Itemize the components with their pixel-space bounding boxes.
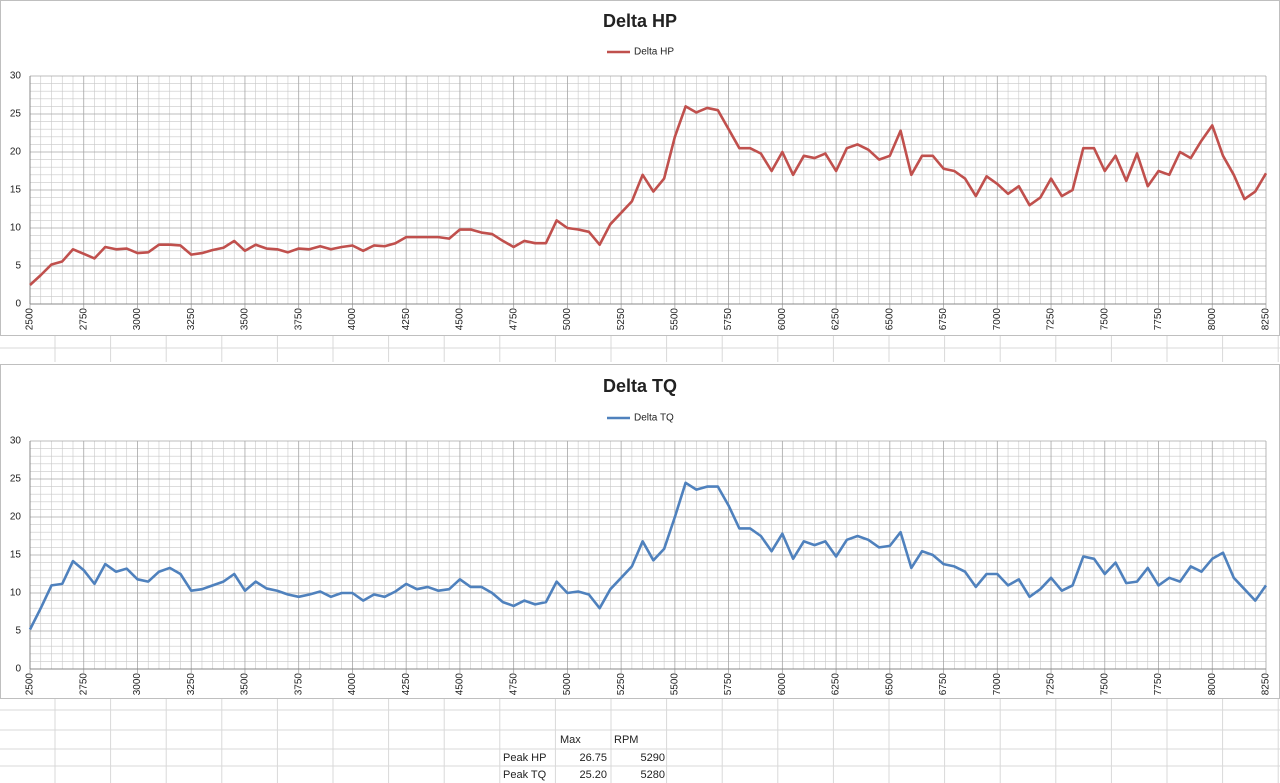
y-tick-label: 10: [10, 223, 22, 234]
x-tick-label: 4000: [347, 673, 358, 696]
x-tick-label: 7000: [992, 673, 1003, 696]
x-tick-label: 6250: [831, 673, 842, 696]
chart-title: Delta HP: [603, 11, 677, 31]
x-tick-label: 6500: [884, 673, 895, 696]
x-tick-label: 4750: [508, 308, 519, 331]
x-tick-label: 4500: [455, 673, 466, 696]
peak-table: Max RPM Peak HP 26.75 5290 Peak TQ 25.20 5280: [503, 734, 665, 781]
table-cell: Peak HP: [503, 752, 546, 764]
y-tick-label: 5: [15, 261, 21, 272]
x-tick-label: 6500: [884, 308, 895, 331]
x-tick-label: 5000: [562, 673, 573, 696]
chart-frame: [0, 0, 1280, 336]
y-tick-label: 0: [15, 299, 21, 310]
y-tick-label: 15: [10, 185, 22, 196]
x-tick-label: 4500: [455, 308, 466, 331]
x-tick-label: 5250: [616, 308, 627, 331]
y-tick-label: 5: [15, 626, 21, 637]
table-cell: 5280: [641, 769, 665, 781]
chart-title: Delta TQ: [603, 376, 677, 396]
x-tick-label: 6000: [777, 673, 788, 696]
x-tick-label: 3000: [132, 673, 143, 696]
x-tick-label: 4750: [508, 673, 519, 696]
x-tick-label: 3250: [186, 308, 197, 331]
x-tick-label: 3750: [293, 673, 304, 696]
table-cell: 5290: [641, 752, 665, 764]
table-cell: 25.20: [579, 769, 607, 781]
y-tick-label: 30: [10, 436, 22, 447]
x-tick-label: 3500: [240, 308, 251, 331]
x-tick-label: 4000: [347, 308, 358, 331]
data-line: [28, 481, 1268, 631]
x-tick-label: 5750: [723, 673, 734, 696]
x-tick-label: 8000: [1207, 308, 1218, 331]
chart: Delta HP 0 5 10 15 20 25 30 2500 2750 3000 3250 3500…: [10, 11, 1272, 331]
x-tick-label: 5750: [723, 308, 734, 331]
x-tick-label: 4250: [401, 673, 412, 696]
cell-grid: [0, 336, 1280, 783]
y-tick-label: 10: [10, 588, 22, 599]
y-tick-label: 15: [10, 550, 22, 561]
x-tick-label: 7000: [992, 308, 1003, 331]
y-tick-label: 20: [10, 512, 22, 523]
x-tick-label: 7750: [1153, 673, 1164, 696]
x-tick-label: 6750: [938, 673, 949, 696]
x-tick-label: 6000: [777, 308, 788, 331]
chart-frame: [0, 364, 1280, 699]
x-tick-label: 2500: [25, 308, 36, 331]
x-tick-label: 3000: [132, 308, 143, 331]
table-cell: Peak TQ: [503, 769, 547, 781]
table-header: RPM: [614, 734, 638, 746]
y-tick-label: 0: [15, 664, 21, 675]
x-tick-label: 7500: [1099, 673, 1110, 696]
x-tick-label: 5500: [670, 673, 681, 696]
x-tick-label: 7250: [1046, 308, 1057, 331]
data-line: [29, 105, 1268, 286]
x-tick-label: 8000: [1207, 673, 1218, 696]
y-tick-label: 25: [10, 474, 22, 485]
y-tick-label: 25: [10, 109, 22, 120]
table-header: Max: [560, 734, 581, 746]
x-tick-label: 3500: [240, 673, 251, 696]
x-tick-label: 4250: [401, 308, 412, 331]
x-tick-label: 7750: [1153, 308, 1164, 331]
x-tick-label: 8250: [1261, 308, 1272, 331]
x-tick-label: 5000: [562, 308, 573, 331]
x-tick-label: 6250: [831, 308, 842, 331]
table-cell: 26.75: [579, 752, 607, 764]
legend-label: Delta HP: [634, 47, 674, 58]
x-tick-label: 2750: [78, 673, 89, 696]
chart: Delta TQ 0 5 10 15 20 25 30 2500 2750 3000 3250 3500…: [10, 376, 1272, 696]
y-tick-label: 30: [10, 71, 22, 82]
x-tick-label: 5250: [616, 673, 627, 696]
x-tick-label: 6750: [938, 308, 949, 331]
x-tick-label: 2500: [25, 673, 36, 696]
x-tick-label: 7250: [1046, 673, 1057, 696]
x-tick-label: 3250: [186, 673, 197, 696]
charts: Delta HP 0 5 10 15 20 25 30 2500 2750 3000 3250 3500…: [10, 11, 1272, 696]
x-tick-label: 5500: [670, 308, 681, 331]
y-tick-label: 20: [10, 147, 22, 158]
x-tick-label: 8250: [1261, 673, 1272, 696]
legend-label: Delta TQ: [634, 413, 674, 424]
x-tick-label: 2750: [78, 308, 89, 331]
x-tick-label: 3750: [293, 308, 304, 331]
x-tick-label: 7500: [1099, 308, 1110, 331]
